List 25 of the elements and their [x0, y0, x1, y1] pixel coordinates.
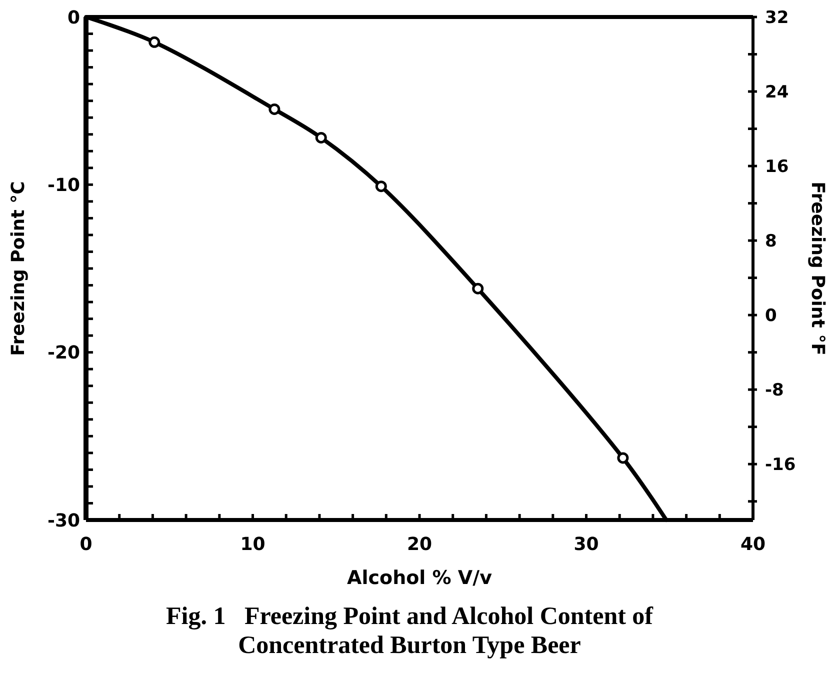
y2-tick-label: 24: [765, 82, 789, 102]
y-axis-title: Freezing Point °C: [8, 181, 29, 356]
point: [148, 36, 160, 48]
x-tick-label: 20: [406, 534, 432, 555]
point: [268, 103, 280, 115]
x-tick-label: 30: [574, 534, 599, 555]
y-tick-label: -10: [47, 174, 80, 196]
y2-tick-label: 8: [765, 232, 777, 252]
y2-tick-label: 16: [765, 156, 789, 177]
y2-tick-label: -16: [765, 455, 796, 476]
text: Fig. 1 Freezing Point and Alcohol Content of Concentrated Burton Type Beer: [166, 603, 654, 659]
point: [375, 180, 387, 192]
point: [315, 132, 327, 144]
y2-tick-label: 0: [765, 306, 777, 326]
y-tick-label: -30: [47, 510, 80, 532]
x-tick-label: 10: [240, 534, 266, 555]
x-tick-label: 40: [740, 534, 766, 555]
y2-tick-label: -8: [765, 380, 784, 401]
x-axis-title: Alcohol % V/v: [347, 567, 493, 589]
y2-axis-title: Freezing Point °F: [807, 182, 828, 356]
y2-tick-label: 32: [765, 8, 789, 28]
y-tick-label: 0: [67, 7, 80, 28]
y-tick-label: -20: [47, 342, 80, 364]
point: [472, 282, 484, 294]
point: [617, 452, 629, 464]
